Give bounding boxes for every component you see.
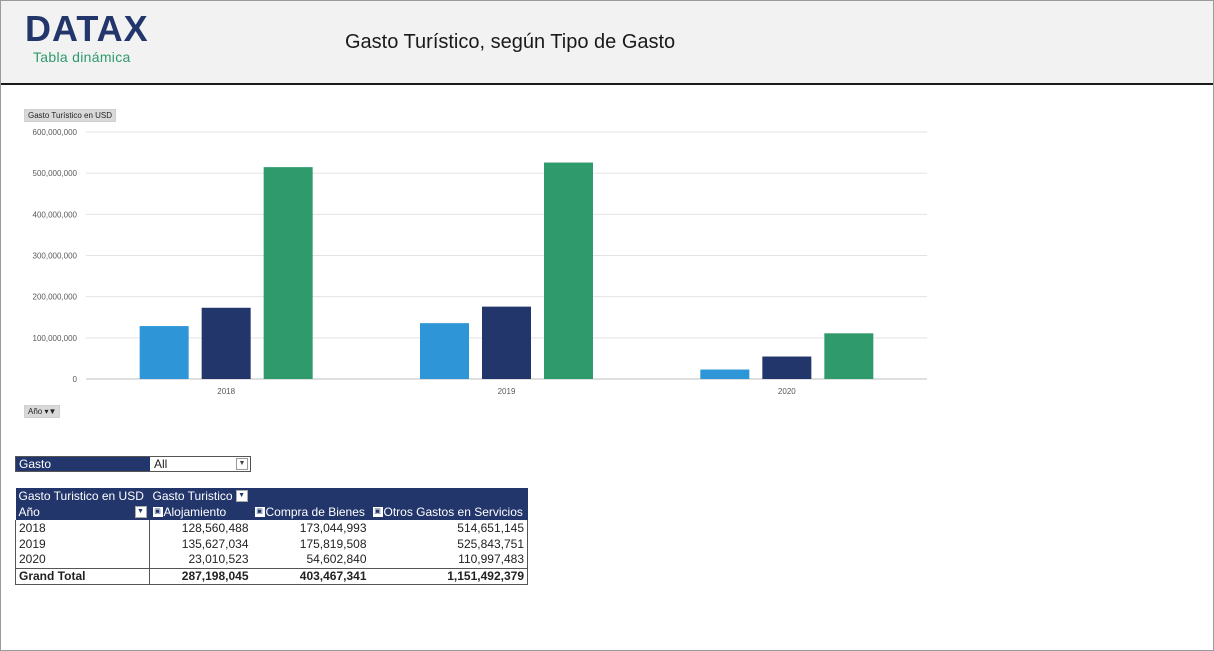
bar-2018-series-0[interactable] bbox=[139, 326, 189, 379]
chart-axis-field-button[interactable]: Año ▾▼ bbox=[24, 405, 61, 418]
grand-total-value: 287,198,045 bbox=[149, 567, 252, 585]
y-tick-label: 500,000,000 bbox=[33, 169, 78, 178]
x-tick-label: 2018 bbox=[217, 387, 235, 396]
logo-wordmark: DATAX bbox=[25, 8, 149, 49]
page-title: Gasto Turístico, según Tipo de Gasto bbox=[345, 31, 676, 53]
y-tick-label: 600,000,000 bbox=[33, 128, 78, 137]
bar-2018-series-1[interactable] bbox=[201, 307, 251, 379]
column-header-otros-gastos[interactable]: ▣ Otros Gastos en Servicios bbox=[369, 504, 528, 520]
bar-chart[interactable]: 0 100,000,000 200,000,000 300,000,000 400,00… bbox=[0, 100, 940, 410]
table-row: 2018 128,560,488 173,044,993 514,651,145 bbox=[15, 520, 528, 536]
bar-2019-series-1[interactable] bbox=[482, 306, 531, 379]
cell-value: 525,843,751 bbox=[369, 536, 528, 552]
expand-collapse-icon[interactable]: ▣ bbox=[254, 507, 265, 518]
y-tick-label: 100,000,000 bbox=[33, 334, 78, 343]
cell-value: 128,560,488 bbox=[181, 520, 249, 535]
datax-logo: DATAX Tabla dinámica bbox=[25, 11, 155, 71]
filter-dropdown-icon[interactable]: ▾▼ bbox=[44, 407, 57, 416]
bar-2019-series-0[interactable] bbox=[420, 323, 469, 379]
cell-value: 23,010,523 bbox=[188, 552, 249, 567]
grand-total-value: 403,467,341 bbox=[251, 567, 370, 585]
chevron-down-icon[interactable]: ▼ bbox=[235, 490, 248, 503]
pivot-row-field-header[interactable]: Año ▼ bbox=[15, 504, 150, 520]
bar-2019-series-2[interactable] bbox=[544, 162, 593, 379]
table-row: 2020 23,010,523 54,602,840 110,997,483 bbox=[15, 552, 528, 568]
cell-value: 173,044,993 bbox=[299, 520, 367, 535]
report-filter[interactable]: Gasto All ▼ bbox=[15, 456, 251, 472]
grand-total-row: Grand Total 287,198,045 403,467,341 1,15… bbox=[15, 567, 528, 585]
table-row: 2019 135,627,034 175,819,508 525,843,751 bbox=[15, 536, 528, 552]
filter-selected-value: All bbox=[154, 457, 168, 471]
row-field-label: Año bbox=[18, 504, 40, 519]
axis-field-label: Año bbox=[28, 407, 43, 416]
x-tick-label: 2019 bbox=[498, 387, 516, 396]
pivot-column-field-header[interactable]: Gasto Turistico ▼ bbox=[149, 488, 528, 504]
bar-2018-series-2[interactable] bbox=[263, 167, 313, 379]
row-label: 2018 bbox=[15, 520, 150, 536]
chart-value-field-button[interactable]: Gasto Turístico en USD bbox=[24, 109, 117, 122]
row-label: 2020 bbox=[15, 552, 150, 568]
expand-collapse-icon[interactable]: ▣ bbox=[152, 507, 163, 518]
y-tick-label: 0 bbox=[73, 375, 78, 384]
x-tick-label: 2020 bbox=[778, 387, 796, 396]
column-header-alojamiento[interactable]: ▣ Alojamiento bbox=[149, 504, 252, 520]
y-axis-tick-labels: 0 100,000,000 200,000,000 300,000,000 400,00… bbox=[33, 128, 78, 384]
cell-value: 110,997,483 bbox=[369, 552, 528, 568]
grand-total-value: 1,151,492,379 bbox=[369, 567, 528, 585]
cell-value: 514,651,145 bbox=[369, 520, 528, 536]
chart-bars[interactable] bbox=[139, 162, 874, 379]
filter-icon[interactable]: ▼ bbox=[134, 505, 147, 518]
y-tick-label: 400,000,000 bbox=[33, 210, 78, 219]
filter-select[interactable]: All ▼ bbox=[150, 457, 250, 471]
row-label: 2019 bbox=[15, 536, 150, 552]
pivot-value-header: Gasto Turistico en USD bbox=[15, 488, 150, 504]
column-field-label: Gasto Turistico bbox=[152, 488, 233, 503]
y-tick-label: 200,000,000 bbox=[33, 293, 78, 302]
pivot-table: Gasto Turistico en USD Gasto Turistico ▼ … bbox=[15, 488, 528, 585]
x-axis-tick-labels: 2018 2019 2020 bbox=[217, 387, 796, 396]
logo-subtitle: Tabla dinámica bbox=[33, 49, 131, 65]
y-tick-label: 300,000,000 bbox=[33, 252, 78, 261]
filter-label: Gasto bbox=[16, 457, 150, 471]
grand-total-label: Grand Total bbox=[15, 567, 150, 585]
cell-value: 135,627,034 bbox=[181, 536, 249, 551]
column-header-compra-de-bienes[interactable]: ▣ Compra de Bienes bbox=[251, 504, 370, 520]
report-header: DATAX Tabla dinámica Gasto Turístico, se… bbox=[1, 1, 1213, 85]
bar-2020-series-2[interactable] bbox=[824, 333, 874, 379]
bar-2020-series-1[interactable] bbox=[762, 356, 812, 379]
cell-value: 54,602,840 bbox=[306, 552, 367, 567]
expand-collapse-icon[interactable]: ▣ bbox=[372, 507, 383, 518]
chevron-down-icon[interactable]: ▼ bbox=[236, 458, 248, 470]
bar-2020-series-0[interactable] bbox=[700, 369, 750, 379]
cell-value: 175,819,508 bbox=[299, 536, 367, 551]
